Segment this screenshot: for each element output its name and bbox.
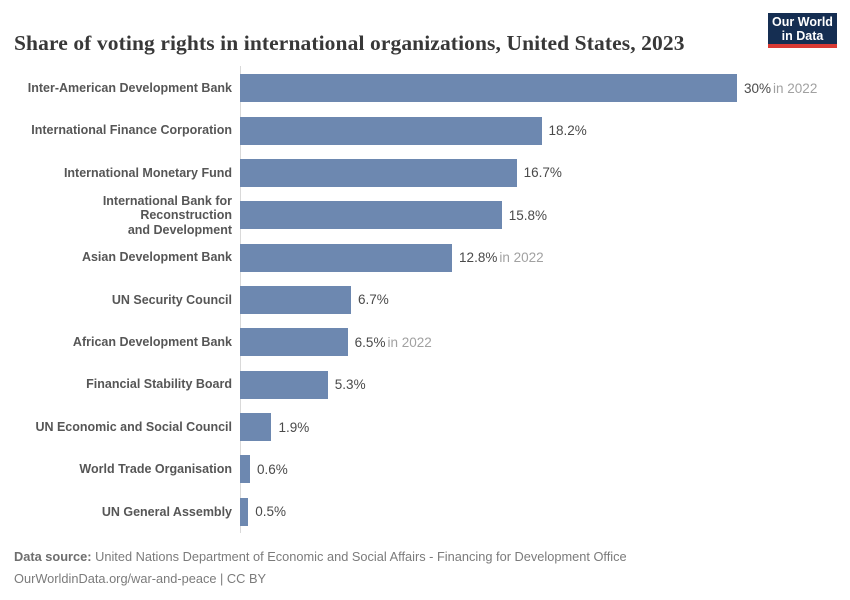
bar[interactable] <box>240 285 351 314</box>
value-label: 16.7% <box>523 165 562 181</box>
chart-row: African Development Bank 6.5% in 2022 <box>14 321 846 363</box>
chart-title: Share of voting rights in international … <box>14 31 685 56</box>
value-label: 6.7% <box>357 292 389 308</box>
value-note: in 2022 <box>773 80 818 96</box>
value-label: 0.6% <box>256 461 288 477</box>
category-label: International Finance Corporation <box>31 123 232 138</box>
chart-rows: Inter-American Development Bank 30% in 202… <box>14 67 846 533</box>
category-label: Financial Stability Board <box>86 377 232 392</box>
owid-logo-line2: in Data <box>781 28 824 43</box>
chart-row: UN Economic and Social Council 1.9% <box>14 406 846 448</box>
bar-zone: 30% in 2022 <box>240 74 846 103</box>
chart-row: UN General Assembly 0.5% <box>14 491 846 533</box>
chart-row: Inter-American Development Bank 30% in 202… <box>14 67 846 109</box>
data-source-text: United Nations Department of Economic an… <box>95 549 627 564</box>
bar[interactable] <box>240 413 272 442</box>
category-label: UN Economic and Social Council <box>35 419 232 434</box>
category-label: International Bank for Reconstruction an… <box>102 193 232 237</box>
bar[interactable] <box>240 116 542 145</box>
bar-zone: 6.5% in 2022 <box>240 328 846 357</box>
value-label: 30% <box>744 80 772 96</box>
bar[interactable] <box>240 201 502 230</box>
value-label: 18.2% <box>548 123 587 139</box>
bar-zone: 15.8% <box>240 201 846 230</box>
owid-logo: Our World in Data <box>768 13 837 48</box>
bar[interactable] <box>240 74 737 103</box>
bar[interactable] <box>240 158 517 187</box>
bar[interactable] <box>240 497 249 526</box>
category-label: Asian Development Bank <box>81 250 232 265</box>
chart-row: UN Security Council 6.7% <box>14 279 846 321</box>
category-label: UN Security Council <box>111 292 232 307</box>
category-label: African Development Bank <box>72 335 232 350</box>
bar-zone: 0.5% <box>240 497 846 526</box>
bar[interactable] <box>240 370 328 399</box>
value-note: in 2022 <box>499 250 544 266</box>
bar-zone: 12.8% in 2022 <box>240 243 846 272</box>
value-label: 1.9% <box>278 419 310 435</box>
bar-zone: 1.9% <box>240 413 846 442</box>
bar-zone: 6.7% <box>240 285 846 314</box>
value-note: in 2022 <box>387 334 432 350</box>
bar-zone: 16.7% <box>240 158 846 187</box>
chart-row: Financial Stability Board 5.3% <box>14 364 846 406</box>
value-label: 6.5% <box>354 334 386 350</box>
bar[interactable] <box>240 328 348 357</box>
value-label: 12.8% <box>459 250 498 266</box>
value-label: 15.8% <box>508 207 548 223</box>
category-label: Inter-American Development Bank <box>27 80 232 95</box>
citation-line: OurWorldinData.org/war-and-peace | CC BY <box>14 570 267 586</box>
chart-row: International Bank for Reconstruction an… <box>14 193 846 237</box>
bar-zone: 18.2% <box>240 116 846 145</box>
category-label: International Monetary Fund <box>63 165 232 180</box>
value-label: 0.5% <box>255 504 287 520</box>
chart-row: World Trade Organisation 0.6% <box>14 448 846 490</box>
value-label: 5.3% <box>334 377 366 393</box>
bar[interactable] <box>240 455 250 484</box>
chart-row: International Finance Corporation 18.2% <box>14 109 846 151</box>
data-source-label: Data source: <box>14 549 92 564</box>
bar-zone: 0.6% <box>240 455 846 484</box>
bar-zone: 5.3% <box>240 370 846 399</box>
chart-row: International Monetary Fund 16.7% <box>14 152 846 194</box>
data-source-line: Data source: United Nations Department o… <box>14 546 836 568</box>
chart-footer: Data source: United Nations Department o… <box>14 546 836 589</box>
category-label: World Trade Organisation <box>79 462 232 477</box>
owid-logo-line1: Our World <box>772 14 833 29</box>
bar[interactable] <box>240 243 453 272</box>
category-label: UN General Assembly <box>101 504 232 519</box>
chart-row: Asian Development Bank 12.8% in 2022 <box>14 236 846 278</box>
